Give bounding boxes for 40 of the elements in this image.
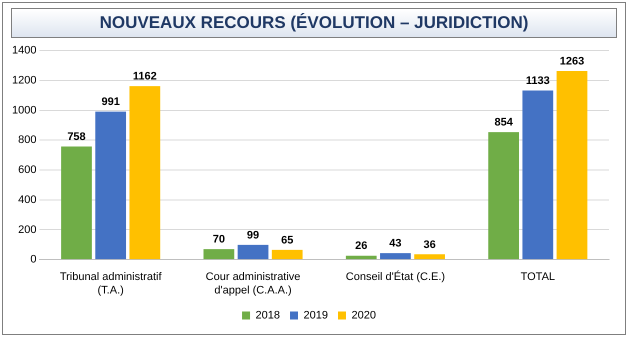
data-label: 65: [281, 234, 294, 246]
bar: [488, 132, 520, 260]
data-label: 991: [101, 96, 120, 108]
data-label: 758: [67, 130, 86, 143]
x-tick-label: TOTAL: [520, 271, 556, 284]
bar: [203, 249, 234, 260]
bar: [522, 90, 554, 260]
y-tick-label: 800: [18, 134, 36, 146]
bar: [556, 71, 588, 260]
x-tick-label: Conseil d'État (C.E.): [346, 270, 446, 284]
data-label: 26: [355, 240, 368, 252]
legend-label: 2018: [256, 310, 280, 322]
y-tick-label: 600: [18, 164, 36, 176]
bar: [346, 256, 377, 260]
y-tick-label: 1200: [12, 74, 36, 86]
bar: [380, 253, 411, 260]
data-label: 1133: [526, 74, 550, 87]
bar: [238, 244, 268, 260]
x-tick-label: Tribunal administratif (T.A.): [60, 271, 162, 296]
data-label: 70: [212, 234, 225, 246]
data-label: 43: [389, 238, 402, 250]
y-tick-label: 200: [18, 224, 36, 236]
data-label: 1162: [132, 70, 157, 83]
chart-title: NOUVEAUX RECOURS (ÉVOLUTION – JURIDICTION): [11, 8, 617, 38]
bar: [129, 86, 160, 260]
y-tick-label: 0: [30, 254, 36, 266]
y-tick-label: 1400: [12, 44, 36, 57]
bar: [414, 254, 445, 260]
data-label: 1263: [560, 56, 584, 68]
data-label: 854: [494, 116, 514, 129]
y-tick-label: 1000: [12, 104, 36, 116]
data-label: 36: [423, 238, 436, 251]
bar: [95, 112, 126, 260]
bar: [61, 146, 92, 260]
legend-label: 2019: [304, 310, 328, 322]
legend-label: 2020: [351, 310, 376, 322]
x-tick-label: Cour administrative d'appel (C.A.A.): [206, 271, 300, 296]
y-tick-label: 400: [18, 194, 36, 206]
data-label: 99: [246, 229, 260, 242]
bar: [272, 250, 303, 260]
